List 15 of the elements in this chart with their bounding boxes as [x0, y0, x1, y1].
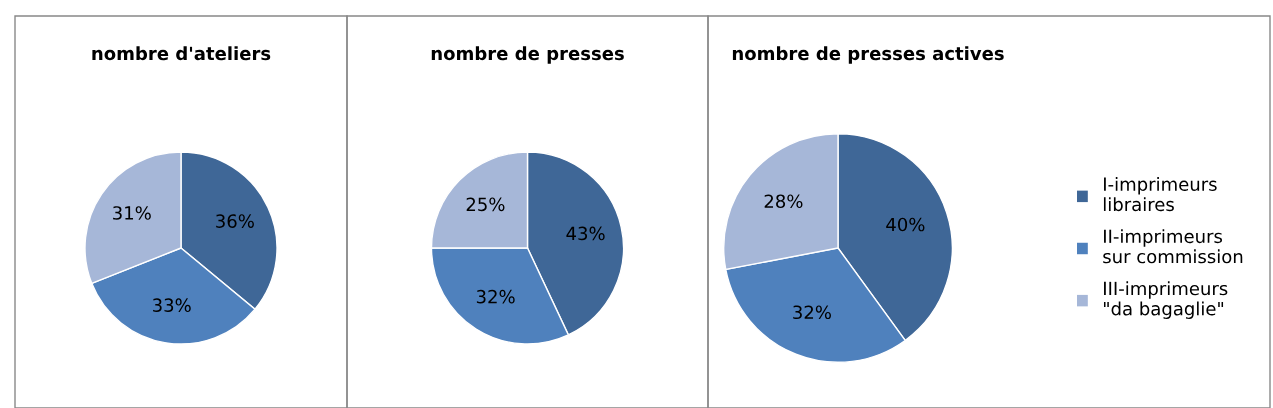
legend-label: I-imprimeurs libraires	[1103, 177, 1217, 212]
chart-title: nombre d'ateliers	[92, 46, 271, 61]
data-label: 32%	[793, 305, 831, 320]
data-label: 43%	[566, 226, 605, 241]
data-label: 25%	[466, 197, 505, 212]
data-label: 40%	[886, 217, 925, 232]
chart-title: nombre de presses actives	[732, 46, 1004, 64]
data-label: 36%	[216, 214, 254, 228]
data-label: 32%	[476, 289, 515, 304]
chart-title: nombre de presses	[431, 46, 624, 64]
data-label: 31%	[113, 206, 151, 220]
data-label: 28%	[764, 194, 803, 209]
legend-label: II-imprimeurs sur commission	[1103, 229, 1243, 264]
legend-label: III-imprimeurs "da bagaglie"	[1103, 281, 1228, 319]
data-label: 33%	[153, 298, 191, 313]
